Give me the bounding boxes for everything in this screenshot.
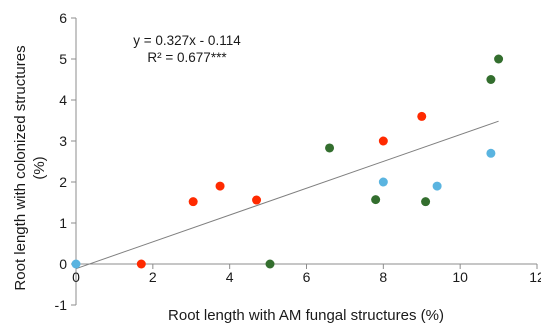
x-tick-label: 6: [303, 269, 311, 285]
y-axis-label-line-2: (%): [31, 156, 48, 179]
data-point: [432, 181, 442, 191]
r-squared-annotation: R² = 0.677***: [147, 50, 227, 65]
x-tick-label: 8: [379, 269, 387, 285]
equation-annotation: y = 0.327x - 0.114: [133, 33, 241, 48]
data-point: [188, 197, 198, 207]
y-tick-label: 6: [59, 10, 67, 26]
y-tick-label: -1: [55, 297, 68, 313]
x-axis: 0 2 4 6 8 10 12: [72, 263, 541, 285]
data-point: [71, 259, 81, 269]
data-point: [378, 177, 388, 187]
y-tick-label: 5: [59, 51, 67, 67]
series-3: [71, 148, 496, 269]
data-point: [486, 148, 496, 158]
x-tick-label: 10: [452, 269, 468, 285]
data-point: [417, 111, 427, 121]
x-axis-label: Root length with AM fungal structures (%…: [168, 307, 444, 324]
x-tick-label: 12: [529, 269, 541, 285]
trendline-line: [75, 120, 499, 270]
y-tick-label: 3: [59, 133, 67, 149]
data-point: [136, 259, 146, 269]
y-tick-label: 1: [59, 215, 67, 231]
series-2: [265, 54, 504, 269]
y-tick-label: 4: [59, 92, 67, 108]
y-axis-label-line-1: Root length with colonized structures: [12, 45, 29, 290]
series-1: [136, 111, 427, 269]
data-point: [486, 75, 496, 84]
data-points: [71, 54, 504, 269]
data-point: [265, 259, 275, 269]
y-tick-label: 2: [59, 174, 67, 190]
y-tick-label: 0: [59, 256, 67, 272]
data-point: [421, 197, 431, 207]
data-point: [252, 195, 262, 205]
trendline: [75, 120, 499, 270]
data-point: [494, 54, 504, 64]
x-tick-label: 4: [226, 269, 234, 285]
data-point: [371, 195, 381, 205]
x-tick-label: 0: [72, 269, 80, 285]
data-point: [378, 136, 388, 146]
x-tick-label: 2: [149, 269, 157, 285]
data-point: [325, 143, 335, 153]
data-point: [215, 181, 225, 191]
